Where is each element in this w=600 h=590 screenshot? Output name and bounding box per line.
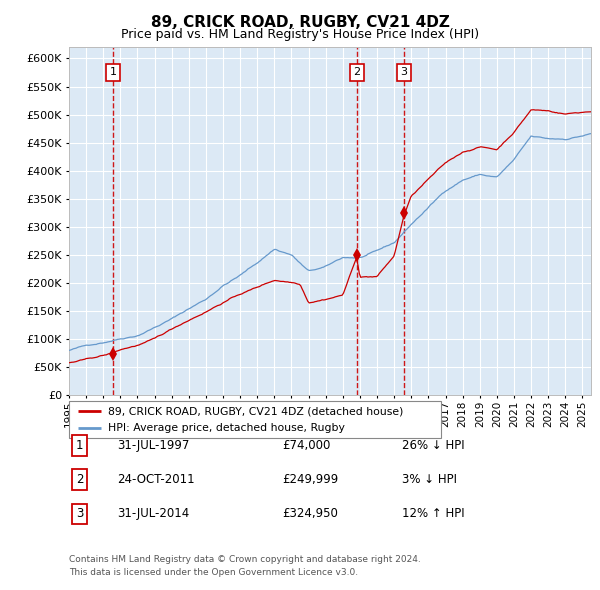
Text: 3: 3	[401, 67, 407, 77]
Text: 26% ↓ HPI: 26% ↓ HPI	[402, 439, 464, 452]
Text: 31-JUL-1997: 31-JUL-1997	[117, 439, 190, 452]
Text: 3% ↓ HPI: 3% ↓ HPI	[402, 473, 457, 486]
Text: 1: 1	[110, 67, 116, 77]
Text: 2: 2	[353, 67, 360, 77]
Text: 31-JUL-2014: 31-JUL-2014	[117, 507, 189, 520]
Text: Contains HM Land Registry data © Crown copyright and database right 2024.: Contains HM Land Registry data © Crown c…	[69, 555, 421, 563]
Text: 89, CRICK ROAD, RUGBY, CV21 4DZ: 89, CRICK ROAD, RUGBY, CV21 4DZ	[151, 15, 449, 30]
Text: This data is licensed under the Open Government Licence v3.0.: This data is licensed under the Open Gov…	[69, 568, 358, 576]
Text: Price paid vs. HM Land Registry's House Price Index (HPI): Price paid vs. HM Land Registry's House …	[121, 28, 479, 41]
Text: 89, CRICK ROAD, RUGBY, CV21 4DZ (detached house): 89, CRICK ROAD, RUGBY, CV21 4DZ (detache…	[108, 406, 403, 416]
Text: 1: 1	[76, 439, 83, 452]
Text: HPI: Average price, detached house, Rugby: HPI: Average price, detached house, Rugb…	[108, 423, 345, 433]
Text: 24-OCT-2011: 24-OCT-2011	[117, 473, 194, 486]
Text: £324,950: £324,950	[282, 507, 338, 520]
Text: 3: 3	[76, 507, 83, 520]
Text: £249,999: £249,999	[282, 473, 338, 486]
Text: 2: 2	[76, 473, 83, 486]
Text: 12% ↑ HPI: 12% ↑ HPI	[402, 507, 464, 520]
Text: £74,000: £74,000	[282, 439, 331, 452]
